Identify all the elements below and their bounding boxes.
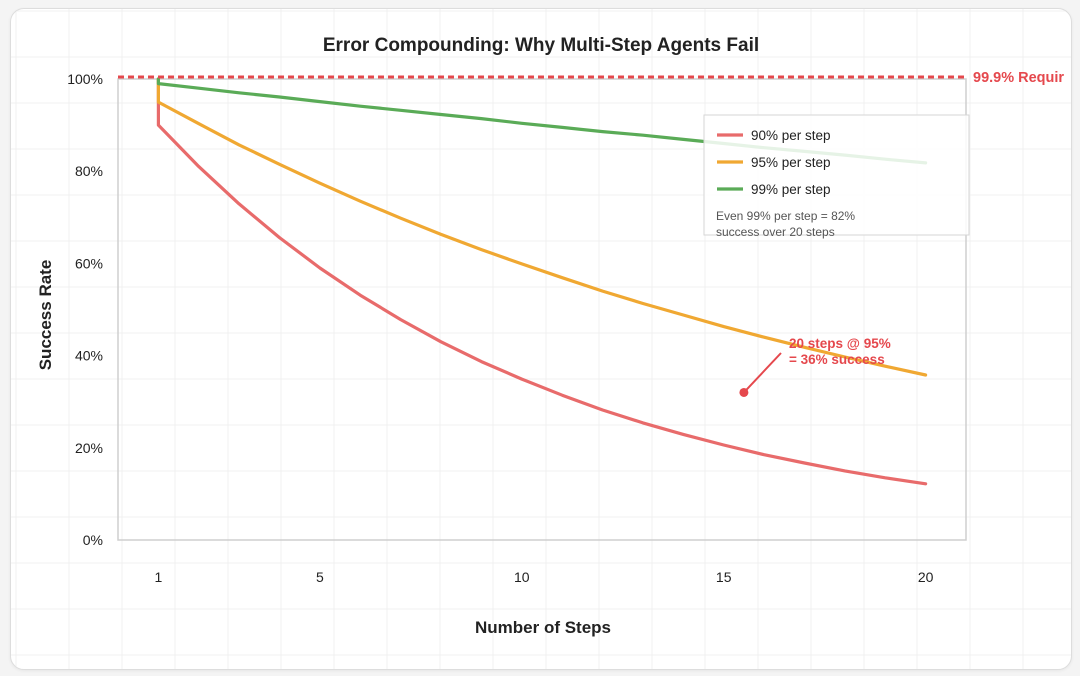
annotation-marker [739,387,749,397]
x-tick-label: 10 [514,569,530,585]
reference-line-label: 99.9% Requir [973,70,1064,86]
y-tick-label: 80% [75,163,103,179]
annotation-text: 20 steps @ 95% [789,336,891,351]
annotation-arrow [743,352,782,394]
legend-box [703,114,970,236]
annotation-text: = 36% success [789,352,885,367]
legend: 90% per step 95% per step 99% per step Even… [703,114,970,239]
legend-label: 95% per step [751,155,831,170]
x-axis-label: Number of Steps [475,618,611,637]
x-tick-label: 20 [918,569,934,585]
annotation-layer: 20 steps @ 95%= 36% success [739,336,891,397]
legend-label: 90% per step [751,128,831,143]
series-line [156,77,928,377]
y-tick-label: 0% [83,532,103,548]
x-tick-label: 5 [316,569,324,585]
y-axis-label: Success Rate [36,260,55,371]
ticks-layer: 1 5 10 15 200%20%40%60%80%100% [67,71,933,585]
chart-svg: 99.9% Requir 20 steps @ 95%= 36% success… [11,9,1071,669]
reference-layer: 99.9% Requir [118,70,1064,86]
plot-frame [117,78,967,541]
chart-title: Error Compounding: Why Multi-Step Agents… [323,35,759,56]
x-tick-label: 1 [154,569,162,585]
x-tick-label: 15 [716,569,732,585]
y-tick-label: 100% [67,71,103,87]
chart-card: 99.9% Requir 20 steps @ 95% = 36% success… [10,8,1072,670]
legend-note: success over 20 steps [716,225,835,239]
y-tick-label: 20% [75,440,103,456]
series-line [156,77,928,486]
y-tick-label: 40% [75,348,103,364]
grid [11,9,1071,669]
legend-label: 99% per step [751,182,831,197]
y-tick-label: 60% [75,255,103,271]
legend-note: Even 99% per step = 82% [716,209,855,223]
